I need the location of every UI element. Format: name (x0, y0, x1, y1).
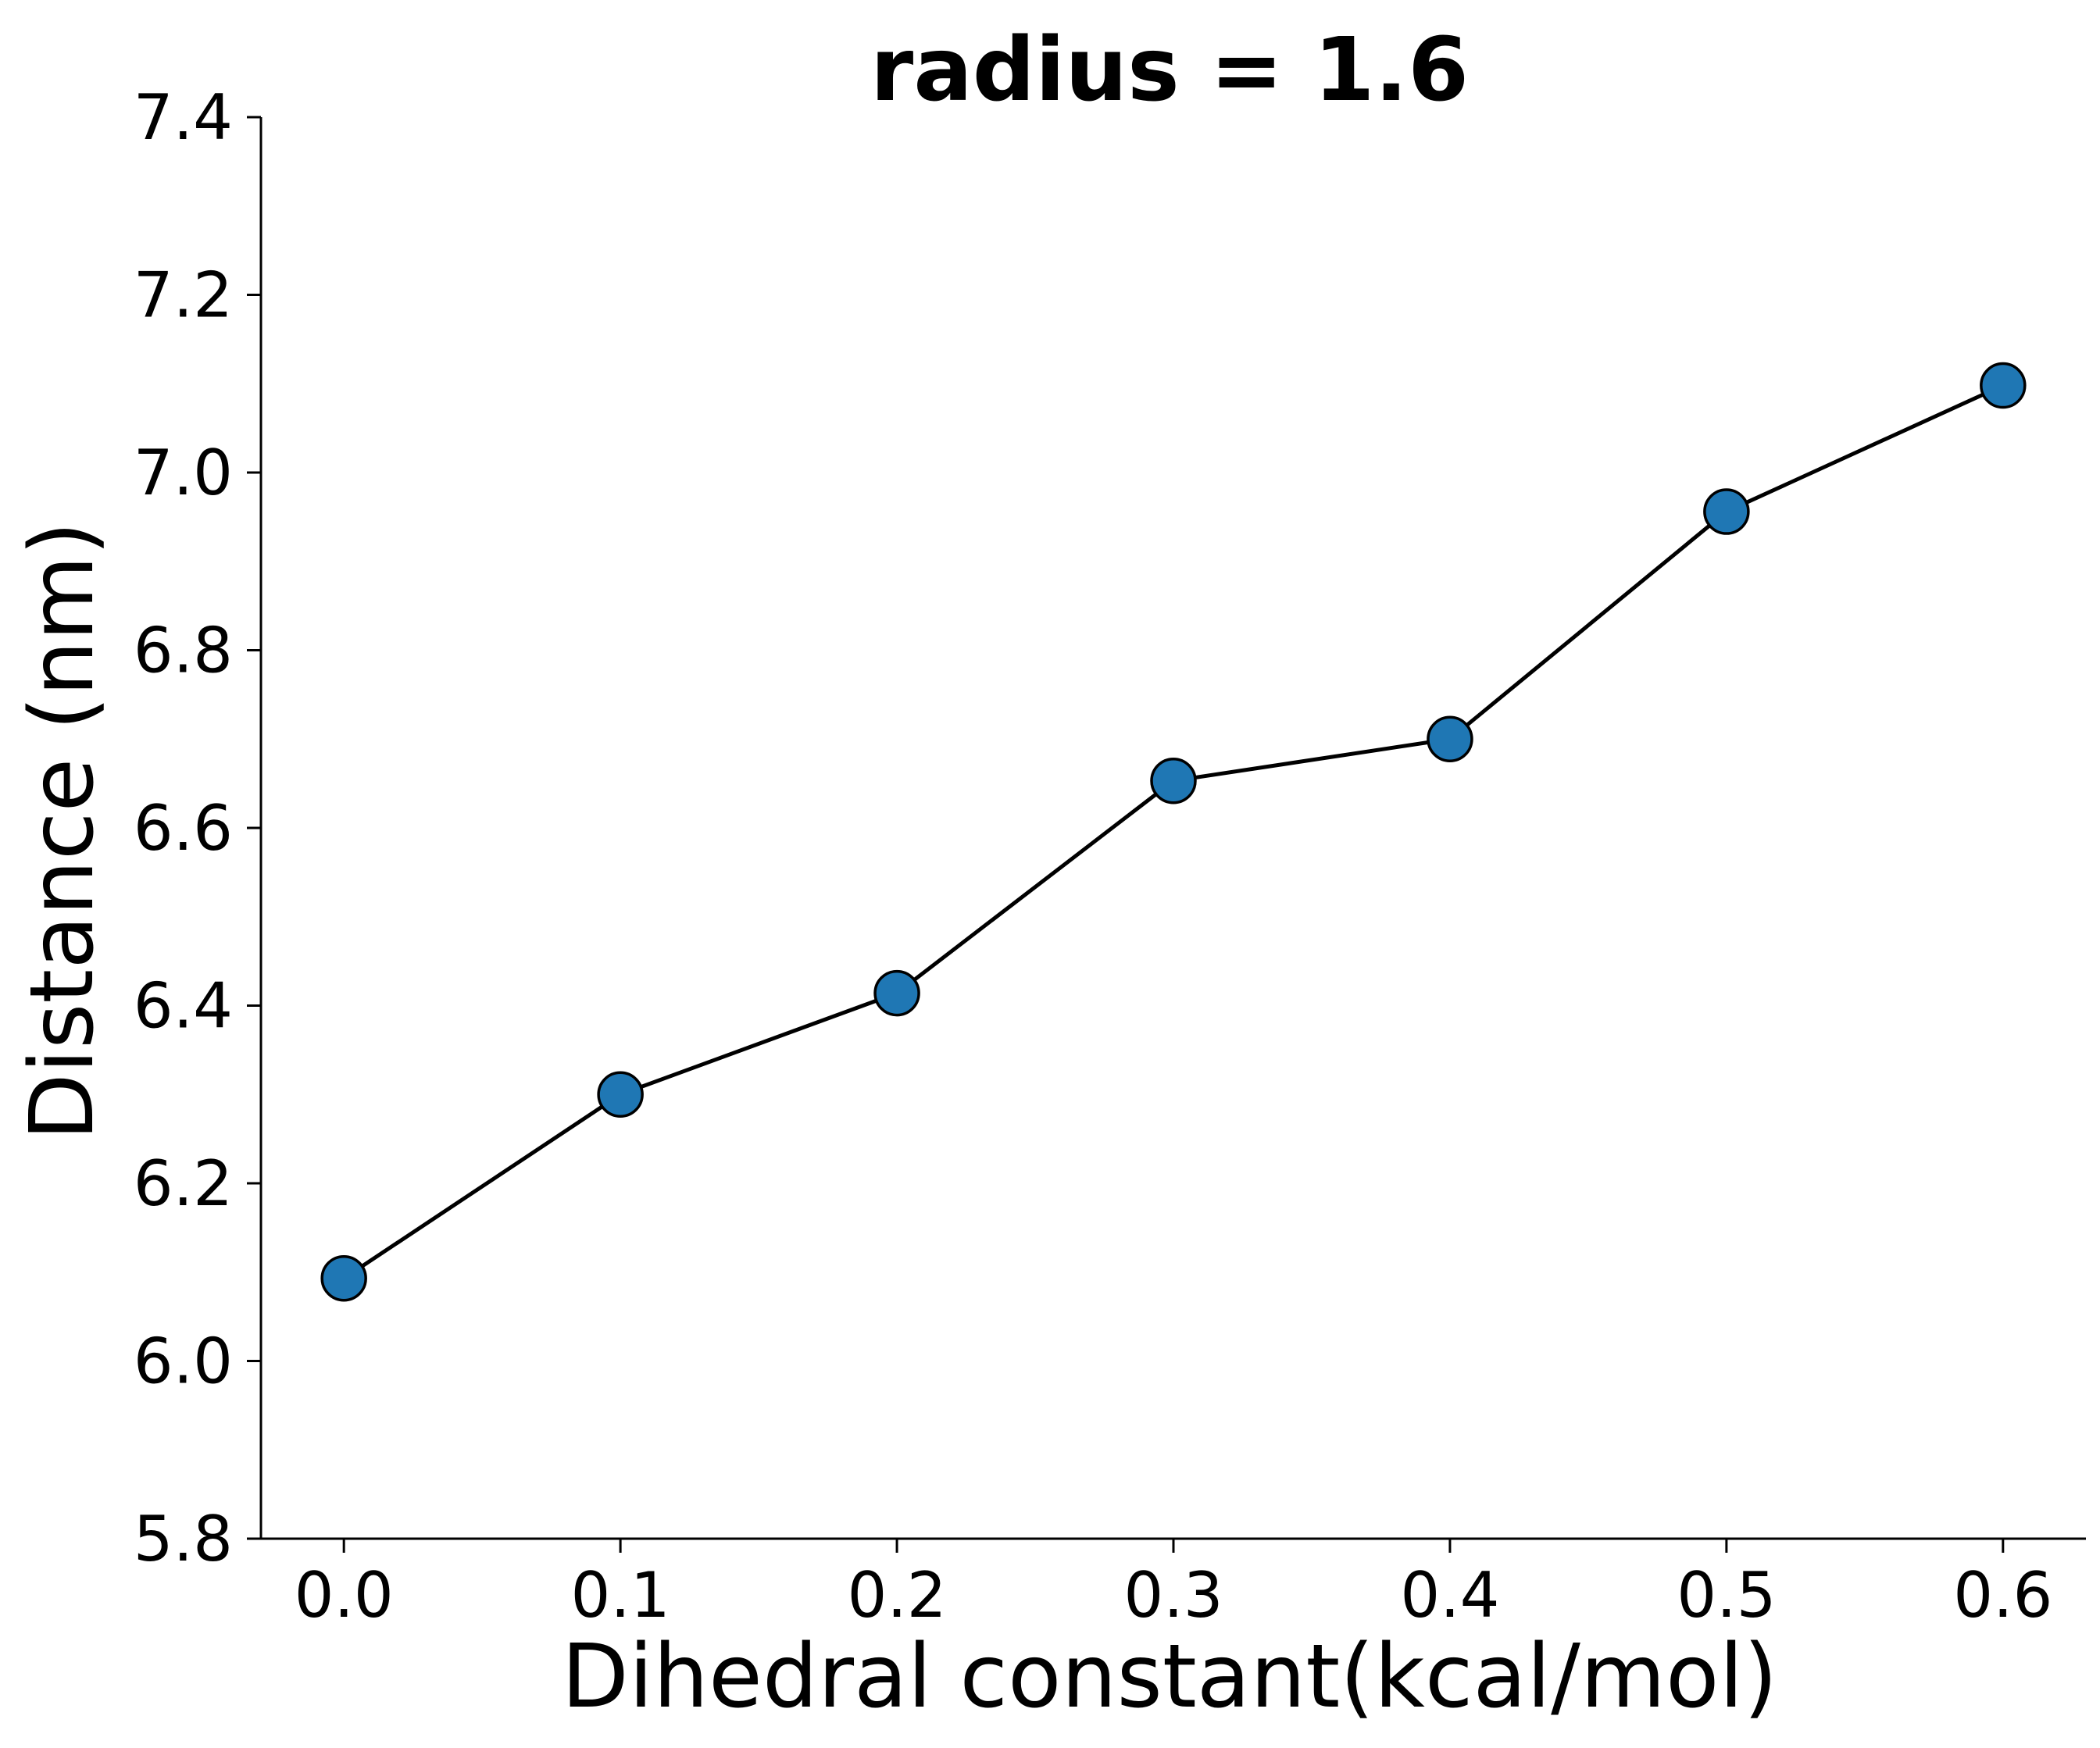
y-tick-label: 6.6 (134, 792, 233, 865)
x-tick-label: 0.4 (1400, 1559, 1499, 1632)
y-tick-label: 7.2 (134, 259, 233, 332)
y-tick-label: 7.4 (134, 81, 233, 154)
data-point-0 (320, 1254, 367, 1302)
x-ticks: 0.0 0.1 0.2 0.3 0.4 0.5 0.6 (295, 1539, 2052, 1632)
x-tick-label: 0.0 (295, 1559, 394, 1632)
x-axis-label: Dihedral constant(kcal/mol) (562, 1626, 1778, 1728)
x-tick-label: 0.6 (1953, 1559, 2052, 1632)
data-point-2 (873, 969, 920, 1017)
y-tick-label: 6.4 (134, 970, 233, 1043)
x-tick-label: 0.1 (571, 1559, 670, 1632)
data-point-4 (1427, 715, 1473, 762)
points-layer (320, 362, 2027, 1302)
data-point-3 (1150, 757, 1197, 804)
x-tick-label: 0.3 (1123, 1559, 1223, 1632)
y-tick-label: 5.8 (134, 1503, 233, 1575)
series-layer (342, 383, 2004, 1280)
y-tick-label: 6.0 (134, 1325, 233, 1398)
y-tick-label: 6.2 (134, 1147, 233, 1220)
data-point-5 (1703, 488, 1750, 535)
y-ticks: 5.8 6.0 6.2 6.4 6.6 6.8 7.0 7.2 7.4 (134, 81, 261, 1575)
x-tick-label: 0.5 (1677, 1559, 1776, 1632)
data-point-6 (1980, 362, 2027, 409)
y-tick-label: 7.0 (134, 437, 233, 509)
y-tick-label: 6.8 (134, 615, 233, 687)
series-line (342, 383, 2004, 1280)
y-axis-label: Distance (nm) (12, 522, 113, 1141)
x-tick-label: 0.2 (847, 1559, 946, 1632)
chart-title: radius = 1.6 (870, 20, 1469, 121)
data-point-1 (597, 1071, 644, 1118)
